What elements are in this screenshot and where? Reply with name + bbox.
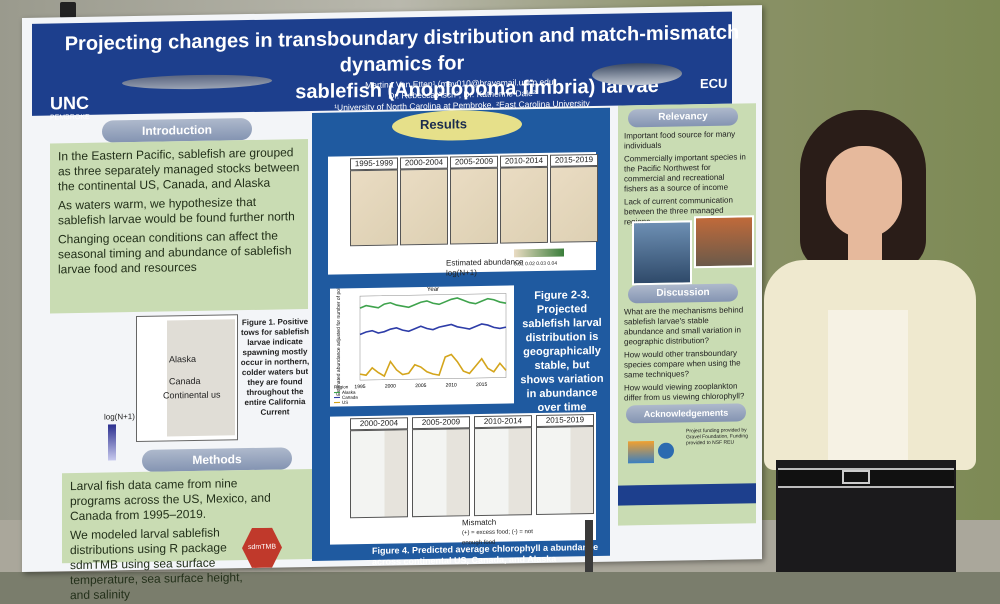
discussion-bullet: What are the mechanisms behind sablefish…	[624, 305, 750, 347]
map-legend-title: log(N+1)	[104, 412, 135, 423]
intro-bullet: Changing ocean conditions can affect the…	[58, 228, 300, 277]
chlorophyll-tile	[536, 426, 594, 515]
fisher-photo-1	[632, 220, 692, 285]
methods-bullet: Larval fish data came from nine programs…	[70, 475, 280, 524]
figure1-map: Alaska Canada Continental us	[136, 314, 238, 442]
intro-bullet: In the Eastern Pacific, sablefish are gr…	[58, 145, 300, 194]
series-line-canada	[360, 324, 506, 335]
chlorophyll-legend-title: Mismatch	[462, 518, 496, 529]
x-tick-label: 2005	[415, 383, 426, 389]
figure1-caption: Figure 1. Positive tows for sablefish la…	[240, 317, 310, 418]
unc-logo-text: UNC	[50, 93, 89, 114]
chlorophyll-period-label: 2005-2009	[412, 416, 470, 429]
x-tick-label: 2000	[385, 383, 396, 389]
distribution-legend-bar	[514, 249, 564, 258]
intro-bullet: As waters warm, we hypothesize that sabl…	[58, 194, 300, 228]
distribution-legend-ticks: 0.01 0.02 0.03 0.04	[514, 259, 557, 270]
student-presenter	[756, 110, 986, 572]
x-tick-label: 1995	[354, 384, 365, 390]
easel-leg	[585, 520, 593, 572]
map-period-label: 2005-2009	[450, 156, 498, 169]
methods-heading: Methods	[142, 447, 292, 472]
figure4-caption: Figure 4. Predicted average chlorophyll …	[372, 542, 602, 568]
unc-logo: UNC PEMBROKE	[50, 93, 90, 122]
legend-entry: US	[342, 400, 348, 405]
relevancy-bullet: Important food source for many individua…	[624, 129, 750, 151]
chart-plot-area	[360, 294, 506, 381]
methods-bullet: We modeled larval sablefish distribution…	[70, 525, 250, 603]
chlorophyll-tile	[412, 428, 470, 517]
relevancy-bullet: Commercially important species in the Pa…	[624, 152, 750, 194]
map-period-label: 2000-2004	[400, 157, 448, 170]
map-tile	[400, 169, 448, 246]
fisher-photo-2	[694, 215, 754, 268]
discussion-bullet: How would viewing zooplankton differ fro…	[624, 381, 750, 403]
discussion-list: What are the mechanisms behind sablefish…	[624, 305, 750, 403]
map-period-label: 2010-2014	[500, 155, 548, 168]
relevancy-heading: Relevancy	[628, 108, 738, 128]
discussion-bullet: How would other transboundary species co…	[624, 348, 750, 380]
ecu-logo: ECU	[700, 76, 727, 91]
foundation-logo	[628, 441, 654, 463]
map-label-continental-us: Continental us	[163, 390, 221, 401]
chlorophyll-tile	[350, 429, 408, 518]
map-tile	[350, 169, 398, 246]
right-column: Relevancy Important food source for many…	[618, 103, 756, 525]
figure2-3-caption: Figure 2-3. Projected sablefish larval d…	[518, 288, 606, 416]
x-axis-label: Year	[427, 287, 439, 293]
sdmtmb-badge-text: sdmTMB	[248, 544, 276, 551]
introduction-box: In the Eastern Pacific, sablefish are gr…	[50, 139, 308, 314]
map-tile	[500, 167, 548, 244]
results-heading: Results	[420, 116, 467, 132]
map-legend-bar	[108, 424, 116, 460]
map-period-label: 2015-2019	[550, 154, 598, 167]
research-poster: Projecting changes in transboundary dist…	[22, 5, 762, 572]
map-label-canada: Canada	[169, 376, 201, 387]
series-line-alaska	[360, 297, 506, 308]
belt-buckle	[842, 470, 870, 484]
poster-footer-bar	[618, 483, 756, 505]
acknowledgements-text: Project funding provided by Gravel Found…	[686, 427, 750, 446]
chlorophyll-tile	[474, 427, 532, 516]
camisole	[828, 310, 908, 460]
map-label-alaska: Alaska	[169, 354, 196, 364]
legend-title: Region	[334, 384, 349, 389]
introduction-heading: Introduction	[102, 118, 252, 143]
map-period-label: 1995-1999	[350, 157, 398, 170]
chlorophyll-period-label: 2010-2014	[474, 415, 532, 428]
poster-banner: Projecting changes in transboundary dist…	[32, 12, 732, 116]
chlorophyll-period-label: 2000-2004	[350, 417, 408, 430]
map-tile	[450, 168, 498, 245]
x-tick-label: 2015	[476, 382, 487, 388]
acknowledgements-heading: Acknowledgements	[626, 403, 746, 423]
abundance-timeseries-chart: 1995 2000 2005 2010 2015 Year Estimated abunda…	[330, 285, 514, 406]
map-tile	[550, 166, 598, 243]
x-tick-label: 2010	[446, 382, 457, 388]
y-axis-label: Estimated abundance adjusted for number …	[336, 285, 342, 395]
globe-logo	[658, 443, 674, 459]
chlorophyll-period-label: 2015-2019	[536, 414, 594, 427]
left-column: Introduction In the Eastern Pacific, sab…	[42, 117, 314, 562]
relevancy-list: Important food source for many individua…	[624, 129, 750, 227]
discussion-heading: Discussion	[628, 284, 738, 304]
abundance-timeseries-panel: 1995 2000 2005 2010 2015 Year Estimated abunda…	[330, 285, 514, 406]
series-line-us	[360, 354, 506, 377]
face	[826, 146, 902, 238]
binder-clip-left	[60, 2, 76, 18]
